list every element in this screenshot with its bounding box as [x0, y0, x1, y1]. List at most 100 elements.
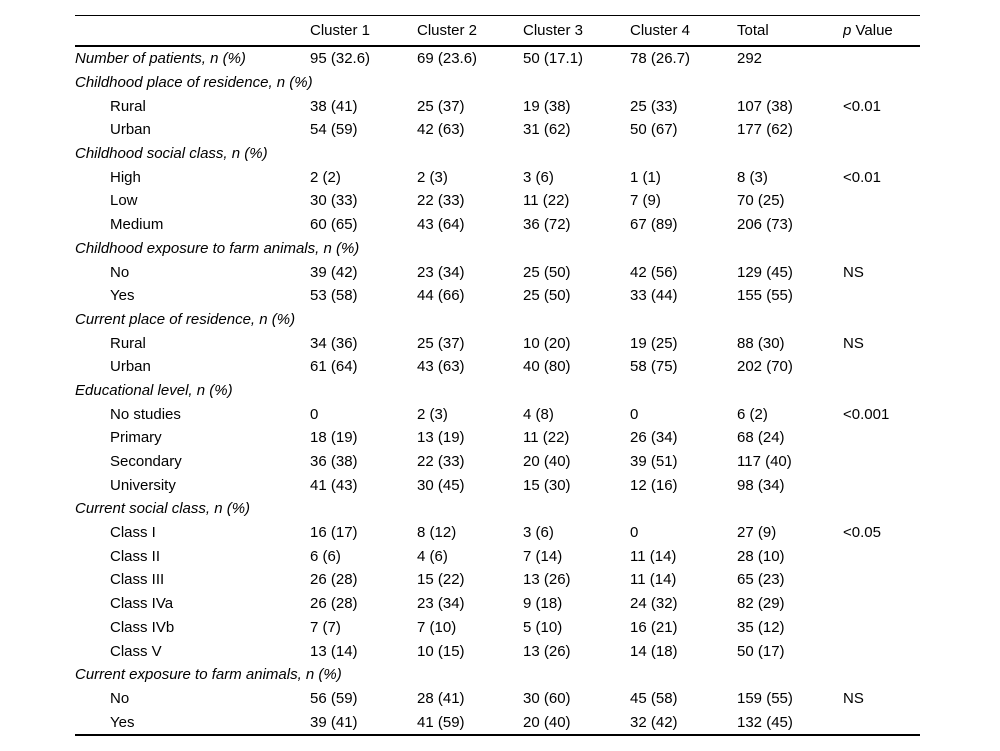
- value-cell: 7 (14): [523, 547, 563, 565]
- column-header-cluster-3: Cluster 3: [523, 15, 630, 47]
- data-row: Urban 61 (64) 43 (63) 40 (80) 58 (75) 202 (70…: [75, 355, 920, 379]
- value-cell: 98 (34): [737, 476, 785, 494]
- data-row: Urban 54 (59) 42 (63) 31 (62) 50 (67) 177 (62…: [75, 118, 920, 142]
- value-cell: 129 (45): [737, 263, 793, 281]
- value-cell: 25 (33): [630, 97, 678, 115]
- data-row: Yes 39 (41) 41 (59) 20 (40) 32 (42) 132 (45): [75, 710, 920, 735]
- data-row: Number of patients, n (%) 95 (32.6) 69 (23…: [75, 46, 920, 71]
- value-cell: 16 (21): [630, 618, 678, 636]
- value-cell: 43 (64): [417, 216, 465, 234]
- data-row: High 2 (2) 2 (3) 3 (6) 1 (1) 8 (3) <0.01: [75, 165, 920, 189]
- value-cell: 45 (58): [630, 689, 678, 707]
- p-value-cell: [843, 616, 920, 640]
- data-row: Class V 13 (14) 10 (15) 13 (26) 14 (18) 50 (1…: [75, 639, 920, 663]
- row-label: Childhood place of residence, n (%): [75, 74, 313, 92]
- value-cell: 39 (42): [310, 263, 358, 281]
- value-cell: 20 (40): [523, 453, 571, 471]
- value-cell: 27 (9): [737, 524, 777, 542]
- value-cell: 30 (60): [523, 689, 571, 707]
- value-cell: 8 (12): [417, 524, 457, 542]
- value-cell: 6 (2): [737, 405, 768, 423]
- value-cell: 19 (38): [523, 97, 571, 115]
- value-cell: 26 (28): [310, 571, 358, 589]
- column-header-text: Cluster 1: [310, 22, 371, 39]
- value-cell: 6 (6): [310, 547, 341, 565]
- data-row: Class IVb 7 (7) 7 (10) 5 (10) 16 (21) 35 (12): [75, 616, 920, 640]
- value-cell: 11 (14): [630, 571, 677, 589]
- value-cell: 159 (55): [737, 689, 793, 707]
- value-cell: 50 (17): [737, 642, 785, 660]
- row-label: Secondary: [110, 453, 182, 471]
- row-label: Number of patients, n (%): [75, 50, 246, 68]
- value-cell: 54 (59): [310, 121, 358, 139]
- value-cell: 4 (8): [523, 405, 554, 423]
- p-value-cell: [843, 426, 920, 450]
- data-row: Rural 38 (41) 25 (37) 19 (38) 25 (33) 107 (38…: [75, 94, 920, 118]
- p-value-cell: [843, 118, 920, 142]
- value-cell: 38 (41): [310, 97, 358, 115]
- value-cell: 30 (33): [310, 192, 358, 210]
- value-cell: 4 (6): [417, 547, 448, 565]
- value-cell: 26 (34): [630, 429, 678, 447]
- column-header-text: p: [843, 22, 852, 39]
- column-header-total: Total: [737, 15, 843, 47]
- value-cell: 50 (67): [630, 121, 678, 139]
- value-cell: 117 (40): [737, 453, 792, 471]
- section-row: Current exposure to farm animals, n (%): [75, 663, 920, 687]
- value-cell: 25 (37): [417, 334, 465, 352]
- value-cell: 7 (10): [417, 618, 457, 636]
- table-header: Cluster 1 Cluster 2 Cluster 3 Cluster 4 Tota…: [75, 15, 920, 47]
- value-cell: 24 (32): [630, 595, 678, 613]
- value-cell: 15 (30): [523, 476, 571, 494]
- p-value-cell: [843, 568, 920, 592]
- value-cell: 155 (55): [737, 287, 793, 305]
- row-label: Current social class, n (%): [75, 500, 251, 518]
- value-cell: 206 (73): [737, 216, 793, 234]
- value-cell: 12 (16): [630, 476, 678, 494]
- value-cell: 41 (43): [310, 476, 358, 494]
- data-row: Rural 34 (36) 25 (37) 10 (20) 19 (25) 88 (30)…: [75, 331, 920, 355]
- value-cell: 11 (14): [630, 547, 677, 565]
- row-label: Educational level, n (%): [75, 381, 233, 399]
- row-label: Primary: [110, 429, 162, 447]
- value-cell: 18 (19): [310, 429, 358, 447]
- value-cell: 56 (59): [310, 689, 358, 707]
- value-cell: 107 (38): [737, 97, 793, 115]
- value-cell: 82 (29): [737, 595, 785, 613]
- p-value-cell: [843, 710, 920, 735]
- value-cell: 42 (56): [630, 263, 678, 281]
- value-cell: 0: [630, 524, 639, 542]
- value-cell: 70 (25): [737, 192, 785, 210]
- value-cell: 31 (62): [523, 121, 571, 139]
- p-value-cell: <0.05: [843, 524, 881, 542]
- value-cell: 292: [737, 50, 763, 68]
- value-cell: 13 (19): [417, 429, 465, 447]
- p-value-cell: [843, 284, 920, 308]
- value-cell: 34 (36): [310, 334, 358, 352]
- row-label: Class III: [110, 571, 165, 589]
- column-header-text: Total: [737, 22, 769, 39]
- value-cell: 23 (34): [417, 263, 465, 281]
- row-label: Class I: [110, 524, 156, 542]
- p-value-cell: [843, 639, 920, 663]
- value-cell: 65 (23): [737, 571, 785, 589]
- value-cell: 30 (45): [417, 476, 465, 494]
- p-value-cell: [843, 473, 920, 497]
- row-label: Current place of residence, n (%): [75, 310, 296, 328]
- row-label: Medium: [110, 216, 164, 234]
- value-cell: 20 (40): [523, 713, 571, 731]
- data-row: Secondary 36 (38) 22 (33) 20 (40) 39 (51) 117…: [75, 450, 920, 474]
- row-label: Childhood social class, n (%): [75, 145, 268, 163]
- value-cell: 10 (20): [523, 334, 571, 352]
- row-label: Class V: [110, 642, 162, 660]
- p-value-cell: [843, 46, 920, 71]
- value-cell: 3 (6): [523, 524, 554, 542]
- section-row: Childhood social class, n (%): [75, 142, 920, 166]
- value-cell: 14 (18): [630, 642, 678, 660]
- value-cell: 177 (62): [737, 121, 793, 139]
- header-row: Cluster 1 Cluster 2 Cluster 3 Cluster 4 Tota…: [75, 15, 920, 47]
- value-cell: 2 (3): [417, 168, 448, 186]
- row-label: University: [110, 476, 176, 494]
- column-header-characteristic: [75, 15, 310, 47]
- row-label: No: [110, 689, 130, 707]
